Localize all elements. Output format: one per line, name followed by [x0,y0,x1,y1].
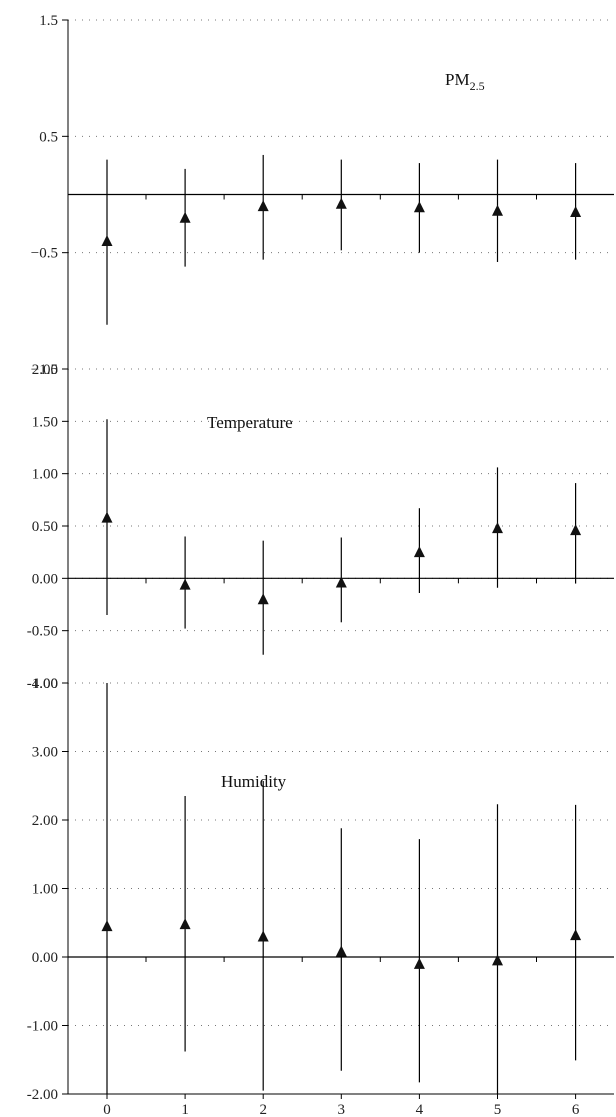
estimate-marker [335,197,347,209]
y-tick-label: 0.00 [32,571,58,587]
estimate-marker [413,957,425,969]
panel-temperature: -1.00 -0.50 0.00 0.50 1.00 1.50 2.00 Temperatur… [27,362,614,692]
y-tick-label: 1.5 [39,13,58,29]
x-tick-label: 5 [494,1102,502,1117]
estimate-marker [101,235,113,247]
y-tick-label: −1.5 [31,362,58,378]
x-tick-label: 1 [181,1102,189,1117]
estimate-marker [335,576,347,588]
estimate-marker [257,930,269,942]
panel-label-text: Temperature [207,413,293,432]
estimate-marker [257,593,269,605]
estimate-marker [492,954,503,966]
panel-label: Humidity [221,772,287,791]
estimate-marker [570,929,582,941]
panel-label: PM2.5 [445,70,485,93]
estimate-marker [101,920,113,932]
y-tick-label: -1.00 [27,676,58,692]
estimate-marker [335,945,347,957]
estimate-marker [413,546,425,558]
panel-label-text: Humidity [221,772,287,791]
x-tick-label: 4 [416,1102,424,1117]
panel-label: Temperature [207,413,293,432]
y-tick-label: 3.00 [32,745,58,761]
estimate-marker [570,524,582,536]
y-tick-label: 2.00 [32,362,58,378]
y-tick-label: 2.00 [32,813,58,829]
x-axis: 0 1 2 3 4 5 6 [68,1093,614,1117]
estimate-marker [179,211,191,223]
panel-label-subscript: 2.5 [470,79,485,93]
x-tick-label: 3 [338,1102,346,1117]
y-tick-label: 0.5 [39,129,58,145]
estimate-marker [179,578,191,590]
y-tick-label: −0.5 [31,246,58,262]
estimate-marker [101,511,113,523]
y-tick-label: 4.00 [32,676,58,692]
estimate-marker [413,201,425,213]
y-tick-label: 1.50 [32,414,58,430]
x-tick-label: 0 [103,1102,111,1117]
panel-pm25: −1.5 −0.5 0.5 1.5 PM2.5 [31,13,614,378]
panel-label-text: PM [445,70,470,89]
y-tick-label: -2.00 [27,1087,58,1103]
y-tick-label: 0.50 [32,519,58,535]
panel-humidity: -2.00 -1.00 0.00 1.00 2.00 3.00 4.00 Humidity [27,676,614,1103]
estimate-marker [570,205,582,217]
y-tick-label: 0.00 [32,950,58,966]
y-tick-label: 1.00 [32,882,58,898]
x-tick-label: 6 [572,1102,580,1117]
y-tick-label: 1.00 [32,467,58,483]
y-tick-label: -1.00 [27,1019,58,1035]
x-tick-label: 2 [259,1102,267,1117]
y-tick-label: -0.50 [27,624,58,640]
estimate-marker [257,200,269,212]
estimate-marker [492,204,503,216]
estimate-marker [492,522,503,534]
estimate-marker [179,918,191,930]
